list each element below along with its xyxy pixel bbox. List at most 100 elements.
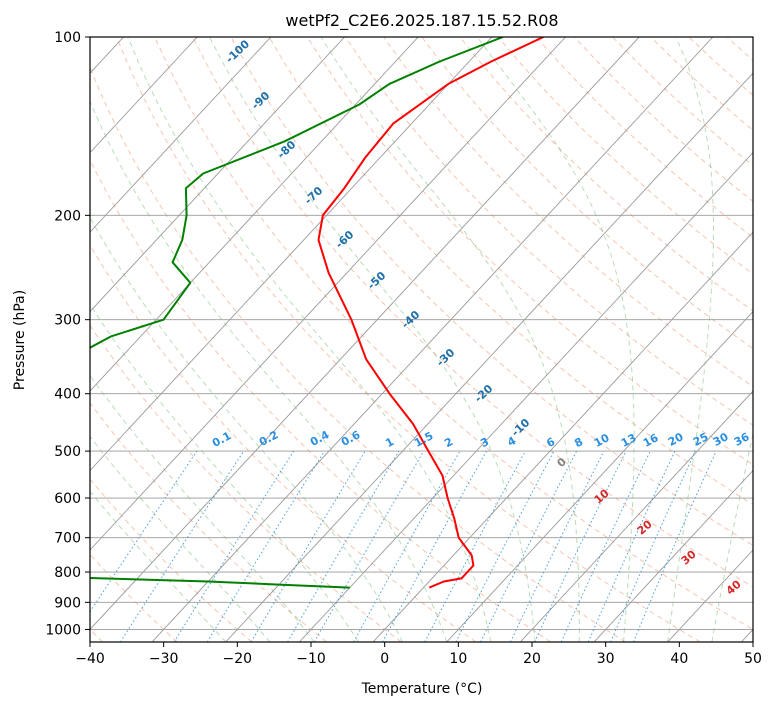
- mixing-ratio-line: [250, 450, 366, 642]
- y-axis-label: Pressure (hPa): [12, 290, 28, 390]
- moist-adiabat-line: [90, 100, 448, 642]
- mixing-ratio-label: 0.1: [210, 429, 233, 450]
- mixing-ratio-line: [424, 450, 526, 642]
- x-axis-ticks: −40 −30 −20 −10 0 10 20 30 40 50: [75, 642, 762, 667]
- isotherm-line: [741, 628, 753, 642]
- mixing-ratio-line: [560, 450, 651, 642]
- dry-adiabat-label: -40: [399, 308, 423, 331]
- mixing-ratio-line: [534, 450, 627, 642]
- chart-title: wetPf2_C2E6.2025.187.15.52.R08: [285, 11, 558, 31]
- moist-adiabat-label: 30: [679, 547, 699, 567]
- x-tick-label: 50: [744, 651, 762, 667]
- moist-adiabat-line: [90, 435, 271, 642]
- y-tick-label: 900: [54, 595, 81, 611]
- dry-adiabat-line: [116, 37, 701, 642]
- y-tick-label: 500: [54, 444, 81, 460]
- dry-adiabat-label: -90: [249, 89, 273, 112]
- y-tick-label: 800: [54, 565, 81, 581]
- mixing-ratio-line: [510, 450, 605, 642]
- isotherm-line: [90, 37, 419, 392]
- mixing-ratio-line: [610, 450, 696, 642]
- x-tick-label: 0: [380, 651, 389, 667]
- isotherm-line: [299, 151, 753, 642]
- mixing-ratio-label: 10: [592, 431, 612, 450]
- plot-frame: [89, 36, 754, 643]
- moist-adiabat-label: 40: [724, 577, 744, 597]
- moist-adiabat-line: [476, 37, 635, 642]
- mixing-ratio-label: 2: [442, 435, 455, 450]
- moist-adiabat-line: [667, 37, 715, 642]
- mixing-ratio-label: 1.5: [412, 429, 435, 450]
- x-tick-label: 30: [597, 651, 615, 667]
- y-tick-label: 300: [54, 313, 81, 329]
- isotherm-line: [90, 37, 198, 154]
- x-tick-label: −10: [296, 651, 326, 667]
- temperature-profile-line: [317, 37, 544, 589]
- isotherm-line: [593, 469, 753, 642]
- dry-adiabat-label: -50: [365, 269, 389, 292]
- mixing-ratio-label: 16: [641, 431, 661, 450]
- dry-adiabat-line: [268, 37, 753, 506]
- dry-adiabat-label: -30: [434, 346, 458, 369]
- isotherm-line: [90, 37, 566, 551]
- isotherm-line: [667, 549, 753, 642]
- mixing-ratio-label: 30: [711, 430, 731, 449]
- dry-adiabat-line: [421, 37, 753, 350]
- mixing-ratio-label: 25: [691, 430, 711, 449]
- dry-adiabat-line: [726, 37, 753, 62]
- moist-adiabat-label: 20: [635, 517, 655, 537]
- y-tick-label: 200: [54, 208, 81, 224]
- y-tick-label: 1000: [45, 622, 81, 638]
- mixing-ratio-label: 13: [619, 431, 639, 450]
- moist-adiabat-line: [90, 216, 403, 642]
- dry-adiabat-line: [90, 158, 551, 642]
- dry-adiabat-line: [306, 37, 753, 466]
- mixing-ratio-line: [206, 450, 325, 642]
- mixing-ratio-label: 36: [732, 430, 752, 449]
- mixing-ratio-line: [173, 450, 295, 642]
- moist-adiabat-line: [90, 490, 227, 642]
- mixing-ratio-line: [587, 450, 676, 642]
- isotherm-line: [372, 231, 753, 642]
- dry-adiabat-line: [90, 66, 626, 642]
- dry-adiabat-line: [383, 37, 753, 388]
- moist-adiabat-line: [209, 37, 536, 642]
- x-tick-label: −40: [75, 651, 105, 667]
- mixing-ratio-line: [119, 450, 245, 642]
- isotherm-line: [90, 37, 345, 313]
- mixing-ratio-label: 1: [383, 435, 396, 450]
- moist-adiabat-label: 10: [592, 486, 612, 506]
- dewpoint-profile-line: [90, 37, 504, 589]
- dry-adiabat-line: [90, 478, 253, 642]
- x-tick-label: −20: [223, 651, 253, 667]
- mixing-ratio-line: [90, 450, 198, 613]
- x-tick-label: 40: [670, 651, 688, 667]
- mixing-ratio-label: 20: [666, 430, 686, 449]
- x-tick-label: 20: [523, 651, 541, 667]
- dry-adiabat-label: -60: [333, 228, 357, 251]
- dry-adiabat-line: [650, 37, 753, 131]
- mixing-ratio-label: 0.6: [339, 428, 363, 449]
- mixing-ratio-label: 8: [572, 435, 585, 450]
- x-tick-label: −30: [149, 651, 179, 667]
- isotherm-line: [151, 37, 714, 642]
- isotherm-line: [520, 390, 753, 642]
- y-tick-label: 100: [54, 30, 81, 46]
- isotherm-line: [90, 37, 272, 233]
- mixing-ratio-line: [480, 450, 578, 642]
- background-lines: [90, 37, 775, 642]
- y-axis-ticks: 100 200 300 400 500 600 700 800 900 1000: [45, 30, 90, 638]
- moist-adiabat-line: [711, 431, 753, 642]
- dry-adiabat-line: [765, 37, 775, 642]
- y-tick-label: 600: [54, 491, 81, 507]
- dry-adiabat-line: [459, 37, 753, 312]
- moist-adiabat-line: [90, 374, 315, 642]
- mixing-ratio-line: [353, 450, 461, 642]
- dry-adiabat-label: -20: [472, 382, 496, 405]
- y-tick-label: 700: [54, 531, 81, 547]
- line-labels: -100-90-80-70-60-50-40-30-20-100.1 0.2 0.4…: [210, 37, 752, 597]
- dry-adiabat-line: [535, 37, 753, 239]
- dry-adiabat-label: -70: [302, 184, 326, 207]
- mixing-ratio-line: [382, 450, 487, 642]
